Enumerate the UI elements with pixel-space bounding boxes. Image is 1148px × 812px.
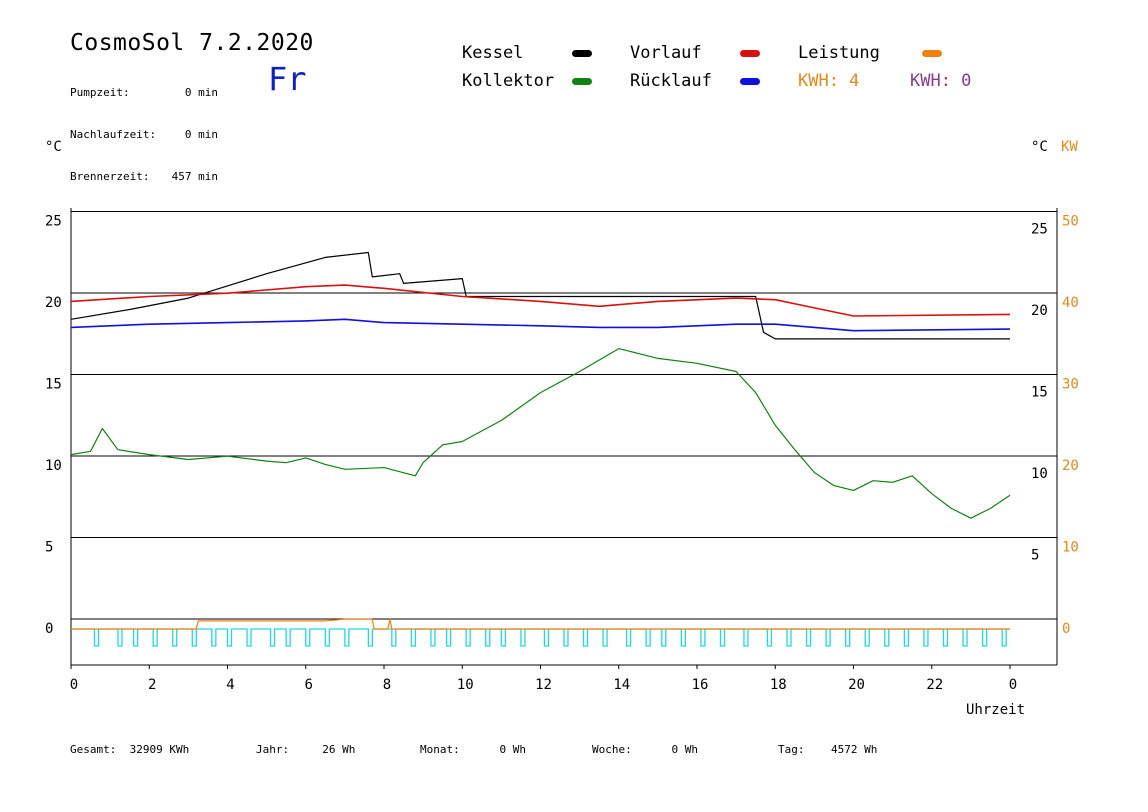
- y-tick-left: 10: [45, 458, 62, 474]
- legend-leistung-swatch: [922, 50, 942, 57]
- legend-vorlauf-label: Vorlauf: [630, 43, 702, 63]
- y-tick-right-power: 0: [1062, 621, 1070, 637]
- info-label: Pumpzeit:: [70, 86, 130, 99]
- footer-gesamt: Gesamt: 32909 KWh: [70, 743, 190, 756]
- y-tick-left: 5: [45, 540, 53, 556]
- legend-kollektor-swatch: [572, 78, 592, 85]
- y-tick-right-temp: 20: [1031, 303, 1048, 319]
- x-tick-label: 4: [226, 677, 234, 693]
- x-tick-label: 2: [148, 677, 156, 693]
- footer-monat: Monat: 0 Wh: [420, 743, 526, 756]
- x-tick-label: 0: [1009, 677, 1017, 693]
- info-row-pumpzeit: Pumpzeit: 0 min: [70, 86, 218, 100]
- y-tick-right-temp: 5: [1031, 548, 1039, 564]
- info-value: 0 min: [184, 86, 218, 99]
- x-tick-label: 18: [770, 677, 787, 693]
- info-row-nachlaufzeit: Nachlaufzeit: 0 min: [70, 128, 218, 142]
- y-axis-unit-right: °C: [1031, 139, 1048, 155]
- x-tick-label: 14: [613, 677, 630, 693]
- legend-kwh-other: KWH: 0: [910, 71, 972, 91]
- footer-woche: Woche: 0 Wh: [592, 743, 698, 756]
- x-tick-label: 6: [305, 677, 313, 693]
- y-tick-left: 15: [45, 377, 62, 393]
- x-tick-label: 8: [383, 677, 391, 693]
- series-line-kessel: [70, 251, 1010, 340]
- x-tick-label: 0: [70, 677, 78, 693]
- y-tick-right-power: 50: [1062, 214, 1079, 230]
- info-label: Nachlaufzeit:: [70, 128, 157, 141]
- y-tick-left: 25: [45, 214, 62, 230]
- y-tick-right-power: 40: [1062, 295, 1079, 311]
- info-block: Pumpzeit: 0 min Nachlaufzeit: 0 min Brenne…: [70, 58, 218, 198]
- legend-vorlauf-swatch: [740, 50, 760, 57]
- legend-ruecklauf-swatch: [740, 78, 760, 85]
- footer-jahr: Jahr: 26 Wh: [256, 743, 356, 756]
- legend-ruecklauf-label: Rücklauf: [630, 71, 712, 91]
- pump-series: [71, 628, 1010, 647]
- weekday-label: Fr: [268, 60, 307, 98]
- series-line-leistung: [71, 618, 1010, 630]
- y-axis-unit-left: °C: [45, 139, 62, 155]
- x-tick-label: 10: [457, 677, 474, 693]
- y-tick-right-power: 30: [1062, 377, 1079, 393]
- y-axis-unit-kw: KW: [1061, 139, 1078, 155]
- y-tick-right-temp: 10: [1031, 466, 1048, 482]
- legend-kwh-solar: KWH: 4: [798, 71, 860, 91]
- x-tick-label: 22: [926, 677, 943, 693]
- legend-leistung-label: Leistung: [798, 43, 880, 63]
- info-value: 457 min: [171, 170, 218, 183]
- series-line-kollektor: [70, 348, 1011, 519]
- y-tick-left: 0: [45, 621, 53, 637]
- info-row-brennerzeit: Brennerzeit: 457 min: [70, 170, 218, 184]
- x-tick-label: 16: [692, 677, 709, 693]
- info-value: 0 min: [184, 128, 218, 141]
- y-tick-right-temp: 15: [1031, 385, 1048, 401]
- x-tick-label: 20: [848, 677, 865, 693]
- legend-kessel-swatch: [572, 50, 592, 57]
- y-tick-left: 20: [45, 295, 62, 311]
- x-axis-label: Uhrzeit: [966, 702, 1025, 718]
- series-line-vorlauf: [70, 284, 1011, 317]
- y-tick-right-temp: 25: [1031, 222, 1048, 238]
- info-label: Brennerzeit:: [70, 170, 150, 183]
- series-line-ruecklauf: [70, 318, 1011, 332]
- x-tick-label: 12: [535, 677, 552, 693]
- footer-tag: Tag: 4572 Wh: [778, 743, 878, 756]
- legend-kollektor-label: Kollektor: [462, 71, 555, 91]
- legend-kessel-label: Kessel: [462, 43, 524, 63]
- y-tick-right-power: 20: [1062, 458, 1079, 474]
- y-tick-right-power: 10: [1062, 540, 1079, 556]
- page-title: CosmoSol 7.2.2020: [70, 30, 314, 56]
